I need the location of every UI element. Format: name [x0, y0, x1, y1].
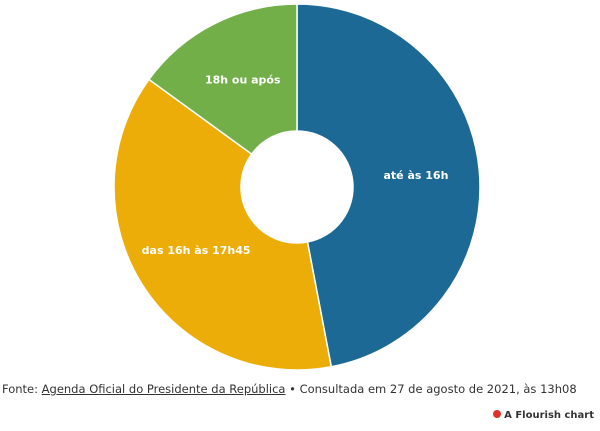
slice-label: 18h ou após — [205, 74, 281, 87]
slice — [113, 78, 333, 371]
chart: até às 16h das 16h às 17h45 18h ou após — [113, 3, 481, 371]
slice-label: até às 16h — [384, 169, 449, 182]
source: Fonte: Agenda Oficial do Presidente da R… — [2, 382, 577, 396]
source-prefix: Fonte: — [2, 382, 38, 396]
source-suffix: • Consultada em 27 de agosto de 2021, às… — [289, 382, 577, 396]
badge-text: A Flourish chart — [504, 410, 594, 421]
slice-label: das 16h às 17h45 — [142, 244, 251, 257]
badge-icon — [493, 410, 502, 418]
slice — [296, 3, 481, 368]
slice — [147, 3, 298, 156]
flourish-badge[interactable]: A Flourish chart — [493, 410, 594, 421]
source-link[interactable]: Agenda Oficial do Presidente da Repúblic… — [41, 382, 286, 396]
